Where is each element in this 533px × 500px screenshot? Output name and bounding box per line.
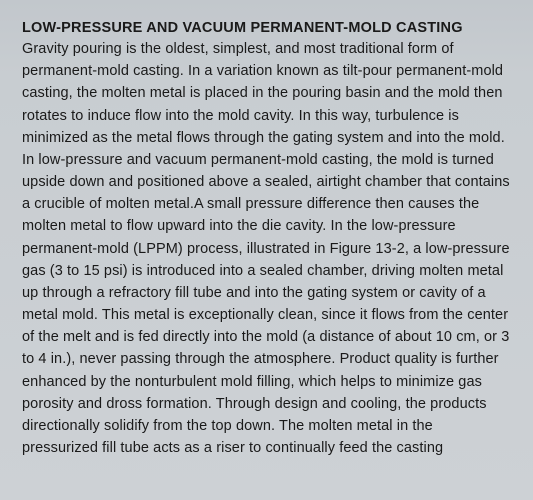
document-heading: LOW-PRESSURE AND VACUUM PERMANENT-MOLD C…: [22, 20, 511, 36]
document-body: Gravity pouring is the oldest, simplest,…: [22, 38, 511, 459]
